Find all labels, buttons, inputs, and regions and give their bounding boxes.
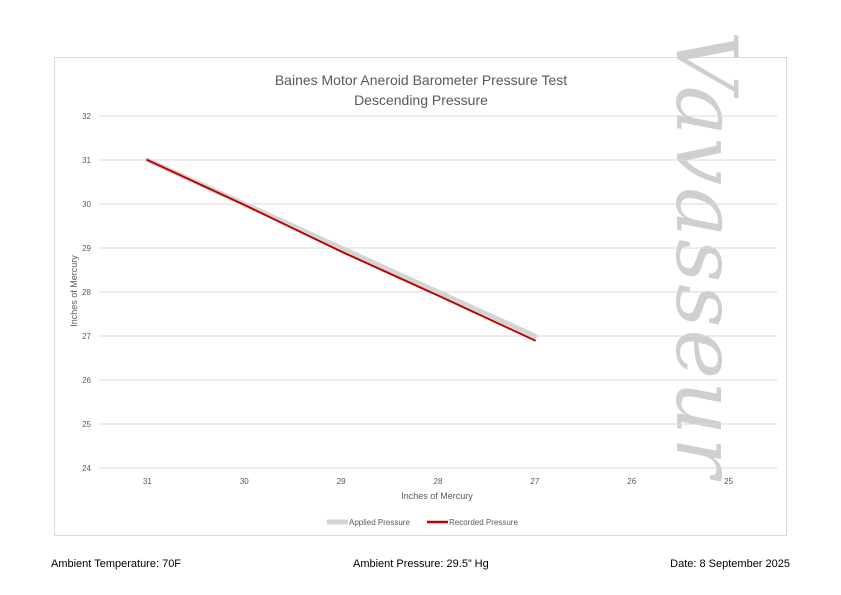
y-tick-label: 27 bbox=[82, 332, 91, 341]
x-tick-label: 26 bbox=[627, 477, 636, 486]
y-axis-label: Inches of Mercury bbox=[69, 255, 79, 327]
y-tick-label: 30 bbox=[82, 200, 91, 209]
x-tick-label: 28 bbox=[434, 477, 443, 486]
chart-frame bbox=[54, 57, 787, 536]
y-tick-label: 24 bbox=[82, 464, 91, 473]
x-axis-label: Inches of Mercury bbox=[401, 491, 473, 501]
y-tick-label: 31 bbox=[82, 156, 91, 165]
chart-title: Baines Motor Aneroid Barometer Pressure … bbox=[275, 72, 567, 88]
chart-subtitle: Descending Pressure bbox=[354, 92, 488, 108]
x-tick-label: 27 bbox=[530, 477, 539, 486]
y-tick-label: 26 bbox=[82, 376, 91, 385]
series-line-recorded-pressure bbox=[146, 159, 536, 342]
y-tick-label: 28 bbox=[82, 288, 91, 297]
test-date: Date: 8 September 2025 bbox=[670, 558, 790, 570]
ambient-temperature: Ambient Temperature: 70F bbox=[51, 558, 182, 570]
ambient-pressure: Ambient Pressure: 29.5” Hg bbox=[353, 558, 489, 570]
x-tick-label: 31 bbox=[143, 477, 152, 486]
y-tick-label: 29 bbox=[82, 244, 91, 253]
y-tick-label: 25 bbox=[82, 420, 91, 429]
x-tick-label: 25 bbox=[724, 477, 733, 486]
x-tick-label: 29 bbox=[337, 477, 346, 486]
x-tick-label: 30 bbox=[240, 477, 249, 486]
legend-label: Applied Pressure bbox=[349, 518, 410, 527]
legend-label: Recorded Pressure bbox=[449, 518, 518, 527]
y-tick-label: 32 bbox=[82, 112, 91, 121]
